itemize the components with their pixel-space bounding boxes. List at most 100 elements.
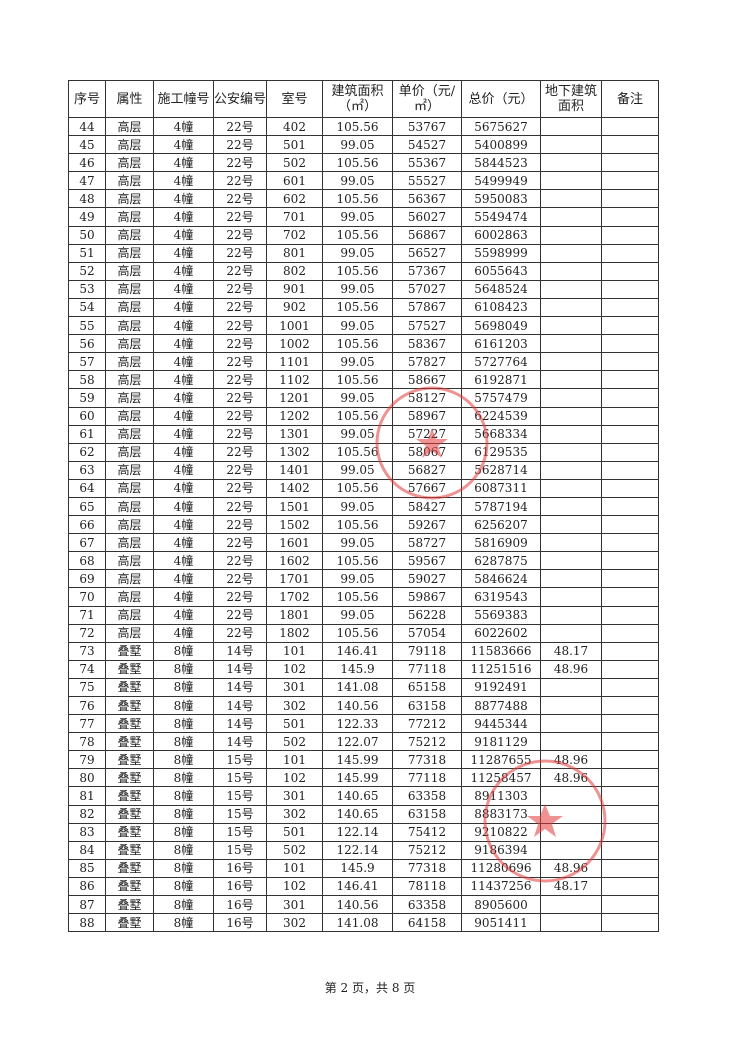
cell-room: 1102 — [266, 370, 323, 390]
cell-total-price: 5569383 — [461, 605, 541, 625]
table-header-row: 序号 属性 施工幢号 公安编号 室号 建筑面积（㎡） 单价（元/㎡） 总价（元） 地下建筑面积备… — [68, 80, 659, 118]
cell-total-price: 6256207 — [461, 515, 541, 535]
cell-area: 105.56 — [322, 370, 393, 390]
cell-police-no: 16号 — [213, 876, 267, 897]
cell-area: 105.56 — [322, 297, 393, 318]
header-type: 属性 — [105, 80, 154, 118]
cell-police-no: 22号 — [213, 406, 267, 426]
cell-remark — [601, 587, 659, 607]
cell-room: 102 — [266, 876, 323, 897]
cell-remark — [601, 750, 659, 770]
cell-building: 8幢 — [153, 876, 214, 897]
cell-area: 145.99 — [322, 768, 393, 788]
table-row: 69 高层 4幢 22号 1701 99.05 59027 5846624 — [68, 569, 659, 589]
cell-remark — [601, 840, 659, 860]
table-row: 51 高层 4幢 22号 801 99.05 56527 5598999 — [68, 243, 659, 263]
cell-room: 101 — [266, 750, 323, 770]
cell-area: 145.9 — [322, 858, 393, 878]
cell-total-price: 5628714 — [461, 460, 541, 480]
cell-unit-price: 75412 — [392, 822, 462, 842]
cell-unit-price: 58127 — [392, 388, 462, 408]
table-row: 62 高层 4幢 22号 1302 105.56 58067 6129535 — [68, 442, 659, 462]
table-row: 83 叠墅 8幢 15号 501 122.14 75412 9210822 — [68, 822, 659, 842]
cell-underground-area — [540, 515, 602, 535]
cell-type: 高层 — [105, 334, 154, 354]
cell-index: 63 — [68, 460, 106, 480]
header-room: 室号 — [266, 80, 323, 118]
cell-underground-area: 48.96 — [540, 659, 602, 679]
cell-unit-price: 63358 — [392, 895, 462, 915]
cell-remark — [601, 659, 659, 679]
cell-building: 4幢 — [153, 460, 214, 480]
cell-police-no: 15号 — [213, 804, 267, 824]
cell-room: 801 — [266, 243, 323, 263]
cell-unit-price: 75212 — [392, 840, 462, 860]
cell-remark — [601, 623, 659, 643]
table-row: 50 高层 4幢 22号 702 105.56 56867 6002863 — [68, 225, 659, 245]
cell-room: 1201 — [266, 388, 323, 408]
cell-index: 51 — [68, 243, 106, 263]
cell-building: 4幢 — [153, 153, 214, 173]
cell-room: 601 — [266, 171, 323, 191]
cell-index: 79 — [68, 750, 106, 770]
cell-type: 高层 — [105, 207, 154, 227]
cell-type: 叠墅 — [105, 840, 154, 860]
cell-total-price: 8883173 — [461, 804, 541, 824]
cell-building: 8幢 — [153, 913, 214, 933]
cell-room: 301 — [266, 786, 323, 806]
cell-area: 105.56 — [322, 587, 393, 607]
cell-unit-price: 56027 — [392, 207, 462, 227]
cell-building: 8幢 — [153, 659, 214, 679]
cell-index: 88 — [68, 913, 106, 933]
cell-total-price: 5668334 — [461, 424, 541, 444]
cell-index: 74 — [68, 659, 106, 679]
cell-police-no: 14号 — [213, 677, 267, 698]
cell-room: 1501 — [266, 496, 323, 517]
cell-index: 77 — [68, 714, 106, 734]
cell-area: 105.56 — [322, 406, 393, 426]
cell-type: 高层 — [105, 478, 154, 498]
table-row: 67 高层 4幢 22号 1601 99.05 58727 5816909 — [68, 533, 659, 553]
cell-room: 501 — [266, 714, 323, 734]
cell-area: 105.56 — [322, 261, 393, 281]
cell-unit-price: 65158 — [392, 677, 462, 698]
price-table: 序号 属性 施工幢号 公安编号 室号 建筑面积（㎡） 单价（元/㎡） 总价（元） 地下建筑面积备… — [68, 80, 659, 933]
cell-building: 8幢 — [153, 714, 214, 734]
cell-index: 50 — [68, 225, 106, 245]
cell-type: 高层 — [105, 533, 154, 553]
cell-remark — [601, 424, 659, 444]
cell-type: 叠墅 — [105, 858, 154, 878]
cell-police-no: 22号 — [213, 478, 267, 498]
cell-total-price: 11258457 — [461, 768, 541, 788]
cell-underground-area — [540, 316, 602, 336]
cell-total-price: 8905600 — [461, 895, 541, 915]
cell-police-no: 22号 — [213, 424, 267, 444]
cell-index: 86 — [68, 876, 106, 897]
table-row: 64 高层 4幢 22号 1402 105.56 57667 6087311 — [68, 478, 659, 498]
cell-room: 1701 — [266, 569, 323, 589]
cell-remark — [601, 695, 659, 716]
cell-underground-area — [540, 478, 602, 498]
cell-index: 61 — [68, 424, 106, 444]
cell-index: 56 — [68, 334, 106, 354]
cell-type: 高层 — [105, 153, 154, 173]
cell-building: 4幢 — [153, 171, 214, 191]
cell-total-price: 11280696 — [461, 858, 541, 878]
cell-remark — [601, 478, 659, 498]
cell-police-no: 22号 — [213, 569, 267, 589]
cell-total-price: 6108423 — [461, 297, 541, 318]
cell-index: 54 — [68, 297, 106, 318]
cell-unit-price: 55527 — [392, 171, 462, 191]
cell-area: 145.99 — [322, 750, 393, 770]
table-row: 60 高层 4幢 22号 1202 105.56 58967 6224539 — [68, 406, 659, 426]
cell-remark — [601, 895, 659, 915]
cell-unit-price: 57867 — [392, 297, 462, 318]
cell-unit-price: 58067 — [392, 442, 462, 462]
cell-building: 4幢 — [153, 587, 214, 607]
cell-room: 301 — [266, 677, 323, 698]
cell-room: 1502 — [266, 515, 323, 535]
table-row: 76 叠墅 8幢 14号 302 140.56 63158 8877488 — [68, 695, 659, 716]
cell-building: 4幢 — [153, 189, 214, 209]
cell-police-no: 22号 — [213, 533, 267, 553]
cell-underground-area — [540, 496, 602, 517]
